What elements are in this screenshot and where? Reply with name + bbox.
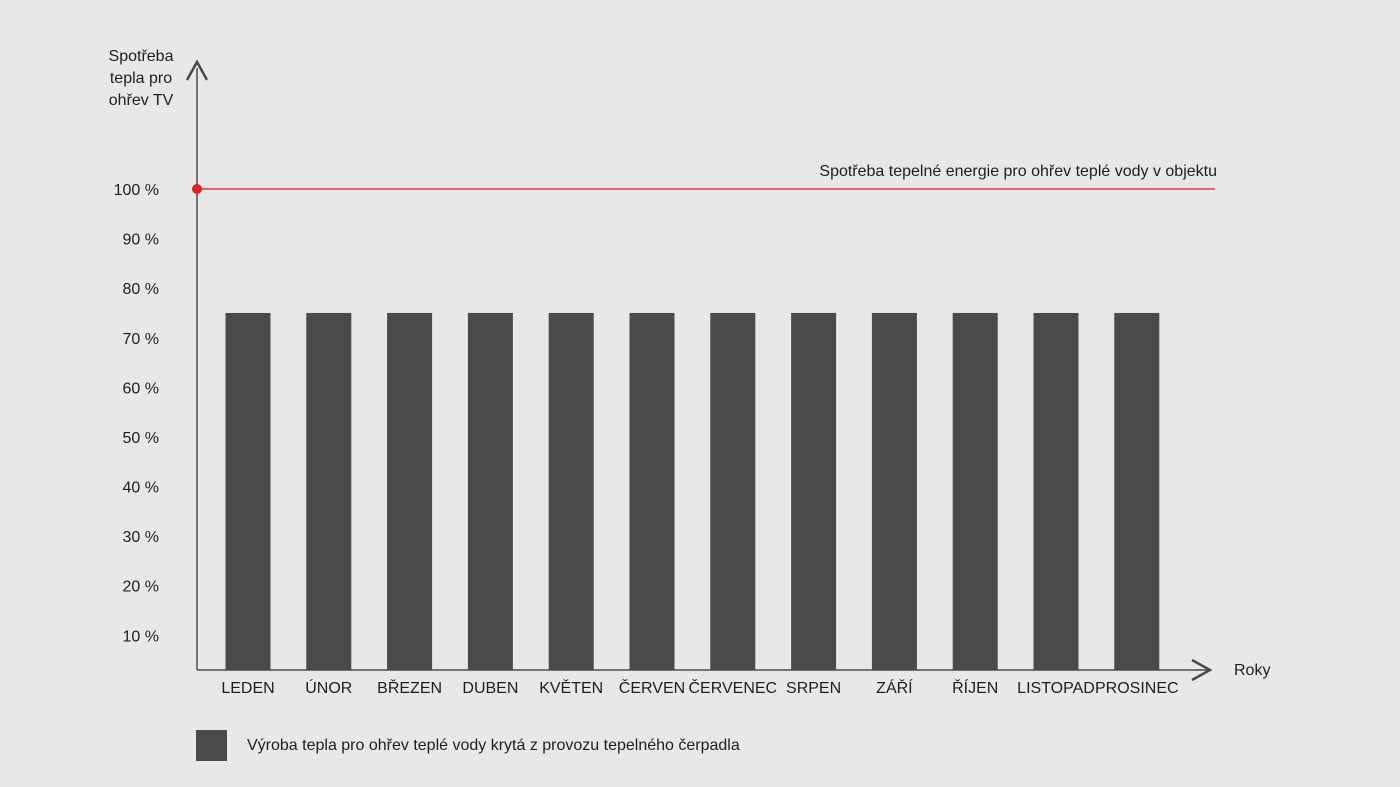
x-tick-label: BŘEZEN <box>377 678 442 697</box>
y-tick-label: 40 % <box>123 480 159 497</box>
x-tick-label: ČERVEN <box>619 678 685 697</box>
bar <box>387 312 433 670</box>
y-tick-label: 60 % <box>123 380 159 397</box>
bar <box>629 312 675 670</box>
y-tick-label: 50 % <box>123 430 159 447</box>
x-tick-label: ČERVENEC <box>688 678 777 697</box>
legend-label: Výroba tepla pro ohřev teplé vody krytá … <box>247 736 740 754</box>
y-tick-label: 20 % <box>123 579 159 596</box>
x-tick-label: LEDEN <box>221 680 274 697</box>
x-tick-labels: LEDEN ÚNOR BŘEZEN DUBEN KVĚTEN ČERVEN ČERVENEC… <box>221 678 1178 697</box>
bar <box>710 312 756 670</box>
bars-group <box>225 312 1160 670</box>
y-tick-label: 100 % <box>114 182 159 199</box>
reference-dot <box>192 184 202 194</box>
y-tick-label: 10 % <box>123 628 159 645</box>
y-tick-label: 90 % <box>123 232 159 249</box>
y-axis-title: Spotřeba tepla pro ohřev TV <box>96 46 186 112</box>
x-axis-title: Roky <box>1234 662 1270 679</box>
bar <box>952 312 998 670</box>
bar <box>1033 312 1079 670</box>
x-tick-label: PROSINEC <box>1095 680 1179 697</box>
x-tick-label: ZÁŘÍ <box>876 678 913 697</box>
bar <box>306 312 352 670</box>
axes-group: Roky <box>185 59 1270 682</box>
reference-line-label: Spotřeba tepelné energie pro ohřev teplé… <box>819 163 1217 180</box>
bar <box>871 312 917 670</box>
y-tick-labels: 10 % 20 % 30 % 40 % 50 % 60 % 70 % 80 % 90 % 100 … <box>114 182 159 645</box>
x-tick-label: ÚNOR <box>305 678 352 697</box>
bar <box>548 312 594 670</box>
x-tick-label: DUBEN <box>462 680 518 697</box>
y-axis-title-line: Spotřeba <box>108 48 174 65</box>
y-axis-title-line: ohřev TV <box>108 92 174 109</box>
bar <box>225 312 271 670</box>
y-tick-label: 70 % <box>123 331 159 348</box>
x-tick-label: SRPEN <box>786 680 841 697</box>
y-axis-arrow <box>185 59 209 81</box>
bar <box>1114 312 1160 670</box>
y-tick-label: 30 % <box>123 529 159 546</box>
y-tick-label: 80 % <box>123 281 159 298</box>
x-tick-label: ŘÍJEN <box>952 678 998 697</box>
bar <box>467 312 513 670</box>
legend: Výroba tepla pro ohřev teplé vody krytá … <box>196 730 740 761</box>
x-axis-arrow <box>1191 658 1213 682</box>
legend-swatch <box>196 730 227 761</box>
reference-group: Spotřeba tepelné energie pro ohřev teplé… <box>192 163 1217 194</box>
bar <box>791 312 837 670</box>
x-tick-label: KVĚTEN <box>539 678 603 697</box>
y-axis-title-line: tepla pro <box>109 70 173 87</box>
x-tick-label: LISTOPAD <box>1017 680 1095 697</box>
